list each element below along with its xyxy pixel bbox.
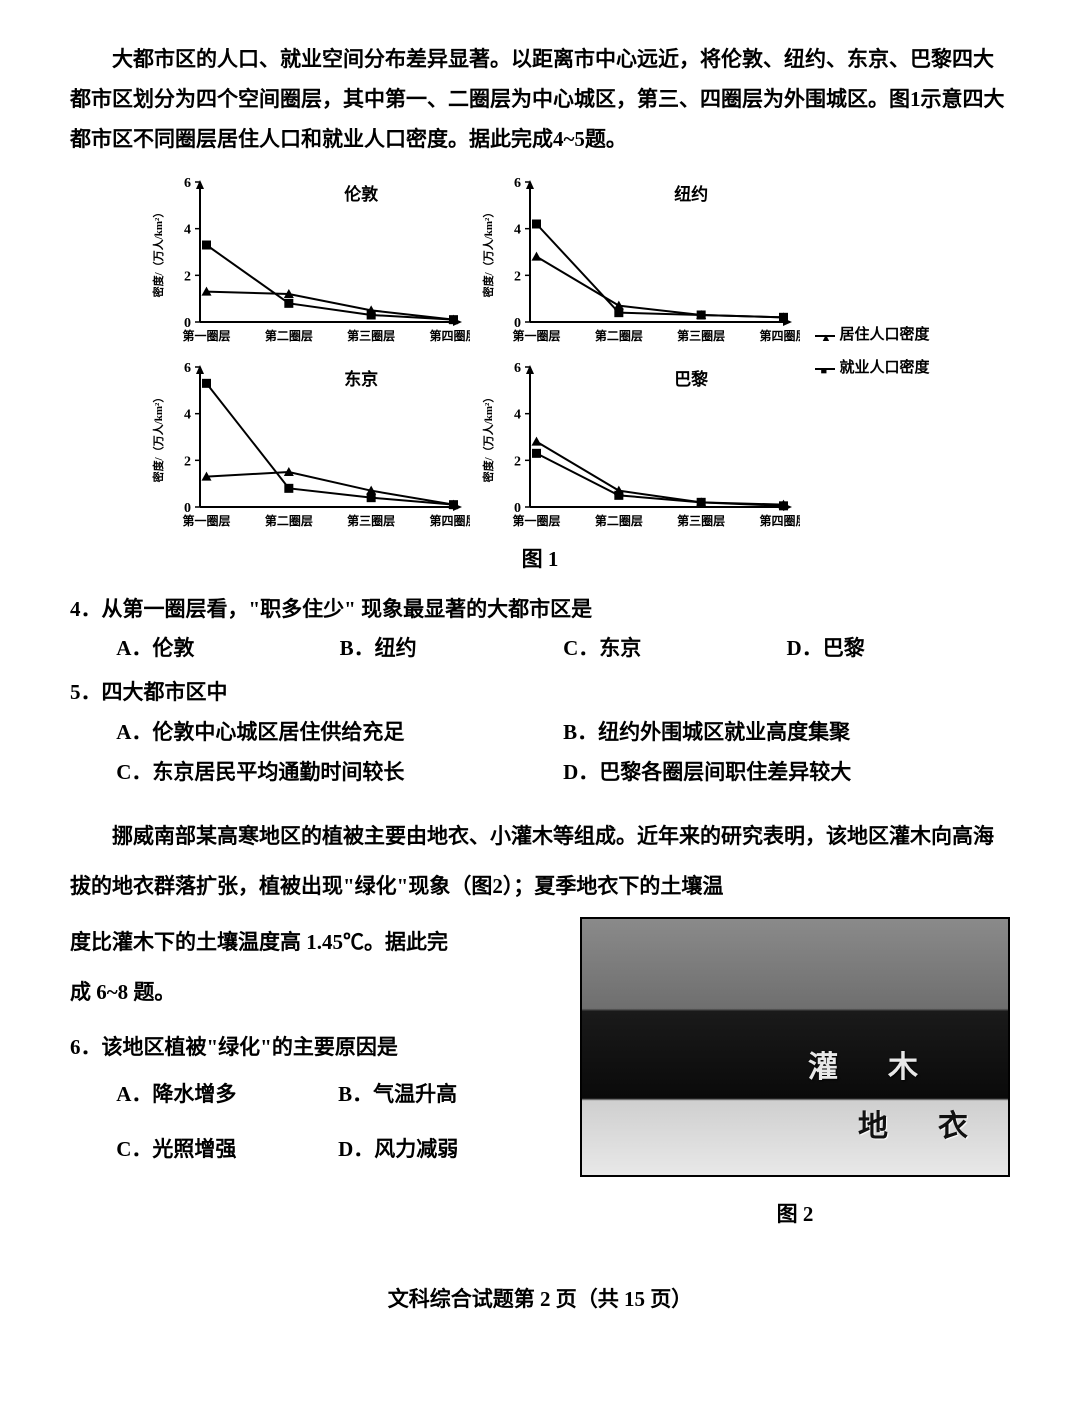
- svg-text:第三圈层: 第三圈层: [348, 328, 396, 343]
- svg-text:第四圈层: 第四圈层: [760, 513, 801, 528]
- svg-text:第一圈层: 第一圈层: [513, 328, 561, 343]
- q5-stem: 5．四大都市区中: [70, 673, 1010, 713]
- q6-stem: 6．该地区植被"绿化"的主要原因是: [70, 1028, 560, 1068]
- svg-text:第三圈层: 第三圈层: [348, 513, 396, 528]
- svg-text:4: 4: [184, 407, 191, 422]
- svg-text:第二圈层: 第二圈层: [265, 513, 313, 528]
- q6-option-c: C．光照增强: [116, 1122, 338, 1177]
- legend-res-label: 居住人口密度: [839, 319, 929, 352]
- svg-text:第三圈层: 第三圈层: [678, 328, 726, 343]
- question-5: 5．四大都市区中 A．伦敦中心城区居住供给充足 B．纽约外围城区就业高度集聚 C…: [70, 673, 1010, 793]
- q5-option-c: C．东京居民平均通勤时间较长: [116, 753, 563, 793]
- page-footer: 文科综合试题第 2 页（共 15 页）: [70, 1280, 1010, 1320]
- svg-text:4: 4: [184, 222, 191, 237]
- svg-text:2: 2: [184, 454, 191, 469]
- figure2: 灌 木 地 衣 图 2: [580, 917, 1010, 1245]
- q5-option-b: B．纽约外围城区就业高度集聚: [563, 713, 1010, 753]
- passage2-line3: 成 6~8 题。: [70, 967, 560, 1017]
- q6-option-a: A．降水增多: [116, 1067, 338, 1122]
- q6-option-d: D．风力减弱: [338, 1122, 560, 1177]
- svg-text:6: 6: [184, 176, 191, 191]
- svg-text:4: 4: [514, 407, 521, 422]
- svg-text:第四圈层: 第四圈层: [430, 513, 471, 528]
- svg-text:6: 6: [514, 176, 521, 191]
- svg-text:密度/（万人/km²）: 密度/（万人/km²）: [151, 206, 165, 297]
- chart-panel: 0246密度/（万人/km²）第一圈层第二圈层第三圈层第四圈层纽约: [480, 170, 800, 350]
- legend-emp-label: 就业人口密度: [839, 352, 929, 385]
- svg-text:东京: 东京: [345, 369, 379, 389]
- chart-legend: 居住人口密度 就业人口密度: [815, 319, 929, 385]
- question-4: 4．从第一圈层看，"职多住少" 现象最显著的大都市区是 A．伦敦 B．纽约 C．…: [70, 590, 1010, 670]
- passage2-line2: 度比灌木下的土壤温度高 1.45℃。据此完: [70, 917, 560, 967]
- q6-option-b: B．气温升高: [338, 1067, 560, 1122]
- q4-stem: 4．从第一圈层看，"职多住少" 现象最显著的大都市区是: [70, 590, 1010, 630]
- q4-option-d: D．巴黎: [787, 629, 1010, 669]
- svg-text:密度/（万人/km²）: 密度/（万人/km²）: [481, 206, 495, 297]
- svg-text:纽约: 纽约: [675, 184, 709, 204]
- chart-panel: 0246密度/（万人/km²）第一圈层第二圈层第三圈层第四圈层巴黎: [480, 355, 800, 535]
- svg-text:第一圈层: 第一圈层: [183, 328, 231, 343]
- svg-text:第四圈层: 第四圈层: [760, 328, 801, 343]
- svg-text:密度/（万人/km²）: 密度/（万人/km²）: [151, 391, 165, 482]
- q4-option-b: B．纽约: [340, 629, 563, 669]
- intro-paragraph: 大都市区的人口、就业空间分布差异显著。以距离市中心远近，将伦敦、纽约、东京、巴黎…: [70, 40, 1010, 160]
- q4-option-a: A．伦敦: [116, 629, 339, 669]
- figure1-caption: 图 1: [70, 540, 1010, 580]
- svg-text:6: 6: [514, 361, 521, 376]
- photo-label-shrub: 灌 木: [808, 1039, 928, 1096]
- chart-panel: 0246密度/（万人/km²）第一圈层第二圈层第三圈层第四圈层东京: [150, 355, 470, 535]
- figure2-photo: 灌 木 地 衣: [580, 917, 1010, 1177]
- svg-text:巴黎: 巴黎: [675, 369, 709, 389]
- photo-label-lichen: 地 衣: [858, 1098, 978, 1155]
- svg-text:第三圈层: 第三圈层: [678, 513, 726, 528]
- svg-text:2: 2: [184, 269, 191, 284]
- q5-option-d: D．巴黎各圈层间职住差异较大: [563, 753, 1010, 793]
- figure2-caption: 图 2: [580, 1195, 1010, 1235]
- svg-text:第二圈层: 第二圈层: [595, 328, 643, 343]
- svg-text:第四圈层: 第四圈层: [430, 328, 471, 343]
- svg-text:第一圈层: 第一圈层: [183, 513, 231, 528]
- q5-option-a: A．伦敦中心城区居住供给充足: [116, 713, 563, 753]
- q4-option-c: C．东京: [563, 629, 786, 669]
- svg-text:伦敦: 伦敦: [345, 184, 380, 204]
- q6-options: A．降水增多 B．气温升高 C．光照增强 D．风力减弱: [70, 1067, 560, 1176]
- svg-text:2: 2: [514, 454, 521, 469]
- svg-text:第二圈层: 第二圈层: [265, 328, 313, 343]
- svg-text:2: 2: [514, 269, 521, 284]
- svg-text:6: 6: [184, 361, 191, 376]
- svg-text:第一圈层: 第一圈层: [513, 513, 561, 528]
- triangle-icon: [815, 335, 835, 337]
- chart-panel: 0246密度/（万人/km²）第一圈层第二圈层第三圈层第四圈层伦敦: [150, 170, 470, 350]
- svg-text:密度/（万人/km²）: 密度/（万人/km²）: [481, 391, 495, 482]
- square-icon: [815, 368, 835, 370]
- svg-text:4: 4: [514, 222, 521, 237]
- figure1: 0246密度/（万人/km²）第一圈层第二圈层第三圈层第四圈层伦敦0246密度/…: [70, 170, 1010, 535]
- svg-text:第二圈层: 第二圈层: [595, 513, 643, 528]
- passage2-line1: 挪威南部某高寒地区的植被主要由地衣、小灌木等组成。近年来的研究表明，该地区灌木向…: [70, 811, 1010, 912]
